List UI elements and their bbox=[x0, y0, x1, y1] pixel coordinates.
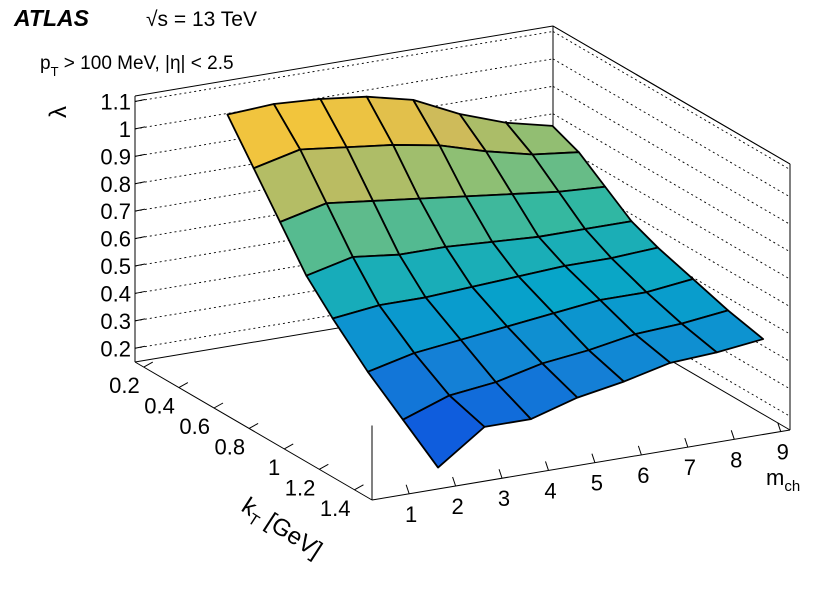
y-tick-label: 1 bbox=[405, 502, 417, 527]
y-axis bbox=[371, 429, 791, 501]
y-tick bbox=[637, 445, 642, 456]
z-tick-label: 0.5 bbox=[100, 254, 131, 279]
z-tick-label: 1 bbox=[119, 117, 131, 142]
grid-line bbox=[552, 31, 791, 170]
y-tick bbox=[498, 469, 503, 479]
grid-line bbox=[552, 113, 791, 253]
z-tick bbox=[134, 181, 146, 185]
z-tick-label: 0.3 bbox=[100, 309, 131, 334]
x-tick bbox=[143, 361, 154, 368]
z-tick bbox=[134, 318, 146, 322]
y-axis-title-part: m bbox=[766, 465, 784, 490]
x-tick bbox=[319, 463, 329, 470]
z-tick bbox=[134, 98, 146, 102]
x-tick bbox=[178, 382, 189, 388]
z-tick-label: 0.4 bbox=[100, 281, 131, 306]
z-tick bbox=[134, 345, 146, 349]
y-tick bbox=[777, 422, 782, 432]
y-tick-label: 5 bbox=[591, 471, 603, 496]
x-tick bbox=[354, 484, 364, 491]
axes: 0.20.30.40.50.60.70.80.911.10.20.40.60.8… bbox=[100, 25, 791, 527]
y-tick-label: 7 bbox=[684, 455, 696, 480]
surface-cell bbox=[402, 394, 486, 469]
x-tick-label: 1.2 bbox=[285, 475, 316, 500]
z-tick bbox=[134, 236, 146, 240]
y-axis-title-part: ch bbox=[784, 478, 800, 495]
y-tick bbox=[591, 453, 596, 463]
z-tick-label: 0.7 bbox=[100, 199, 131, 224]
y-axis-title: mch bbox=[766, 465, 800, 495]
energy-label: √s = 13 TeV bbox=[146, 8, 257, 31]
x-tick-label: 1 bbox=[268, 455, 280, 480]
z-tick bbox=[134, 208, 146, 212]
y-tick-label: 8 bbox=[730, 447, 742, 472]
experiment-label: ATLAS bbox=[13, 5, 90, 31]
x-tick-label: 0.4 bbox=[144, 394, 175, 419]
x-tick-label: 0.2 bbox=[109, 373, 140, 398]
y-tick-label: 4 bbox=[544, 478, 556, 503]
y-tick bbox=[405, 484, 410, 494]
y-tick bbox=[730, 430, 735, 440]
x-tick-label: 1.4 bbox=[320, 496, 351, 521]
box-edge bbox=[134, 25, 554, 97]
z-tick-label: 1.1 bbox=[100, 89, 131, 114]
surface bbox=[226, 95, 765, 469]
z-tick-label: 0.2 bbox=[100, 336, 131, 361]
x-tick bbox=[248, 423, 259, 429]
y-tick bbox=[452, 476, 457, 487]
grid-line bbox=[134, 58, 554, 130]
x-axis-title: kT [GeV] bbox=[235, 492, 327, 567]
y-tick-label: 3 bbox=[498, 486, 510, 511]
y-tick-label: 6 bbox=[637, 463, 649, 488]
z-tick-label: 0.8 bbox=[100, 172, 131, 197]
selection-label: pT > 100 MeV, |η| < 2.5 bbox=[40, 53, 234, 79]
grid-line bbox=[552, 58, 791, 198]
y-tick bbox=[545, 461, 549, 471]
y-tick-label: 2 bbox=[451, 494, 463, 519]
selection-text: > 100 MeV, |η| < 2.5 bbox=[59, 53, 234, 74]
x-tick-label: 0.8 bbox=[215, 434, 246, 459]
x-tick bbox=[283, 443, 294, 450]
z-tick-label: 0.6 bbox=[100, 227, 131, 252]
z-tick bbox=[134, 290, 146, 294]
grid-line bbox=[552, 140, 791, 280]
x-axis-title-part: [GeV] bbox=[255, 504, 327, 564]
z-tick-label: 0.9 bbox=[100, 144, 131, 169]
y-tick bbox=[684, 437, 689, 448]
x-tick-label: 0.6 bbox=[179, 414, 210, 439]
grid-line bbox=[134, 31, 554, 102]
x-axis bbox=[134, 361, 373, 501]
selection-text: p bbox=[40, 53, 51, 74]
box-edge bbox=[552, 25, 791, 165]
z-tick bbox=[134, 126, 146, 130]
y-tick-label: 9 bbox=[777, 440, 789, 465]
x-tick bbox=[213, 402, 224, 409]
z-tick bbox=[134, 153, 146, 157]
z-tick bbox=[134, 263, 146, 267]
z-axis-title: λ bbox=[45, 106, 72, 118]
grid-line bbox=[552, 85, 791, 225]
selection-text: T bbox=[51, 64, 59, 79]
